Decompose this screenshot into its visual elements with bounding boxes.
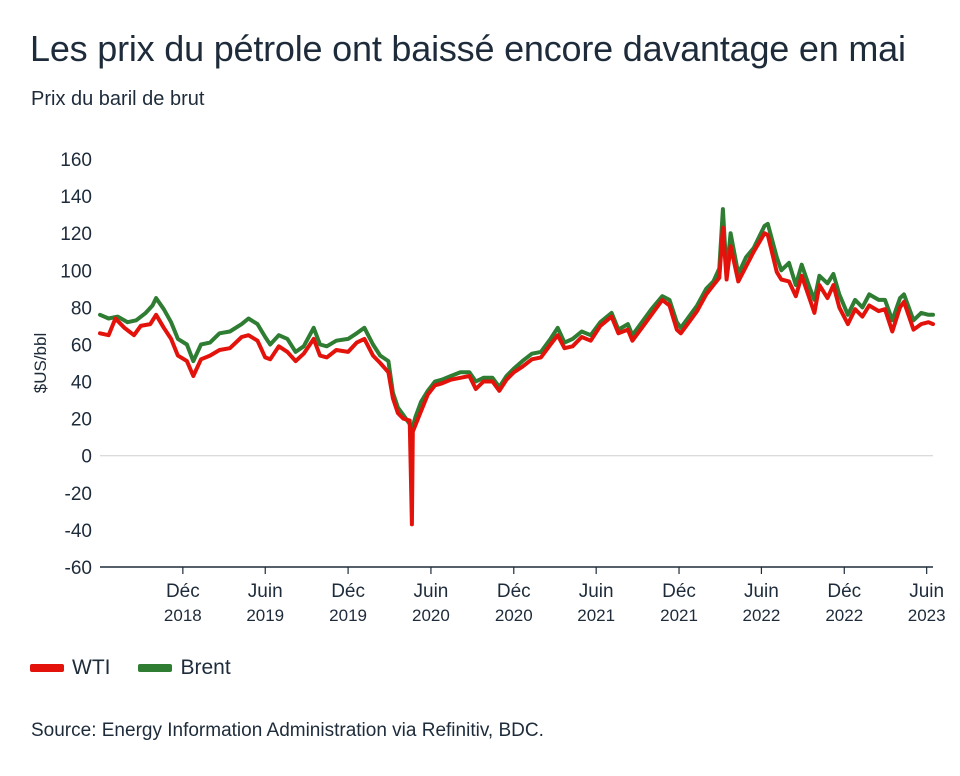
legend: WTI Brent xyxy=(30,656,259,680)
x-tick-label-year: 2023 xyxy=(908,606,946,625)
y-tick-label: 140 xyxy=(60,187,92,208)
y-axis-label: $US/bbl xyxy=(31,333,50,393)
line-chart: 160 140 120 100 80 60 40 20 0 -20 -40 -60 Déc 2018 Ju… xyxy=(31,150,946,625)
y-tick-label: 160 xyxy=(60,150,92,171)
y-tick-label: -60 xyxy=(65,558,92,579)
x-axis-ticks: Déc 2018 Juin 2019 Déc 2019 Juin 2020 Déc 2020 Jui… xyxy=(164,567,946,625)
x-tick-label-year: 2021 xyxy=(577,606,615,625)
x-tick-label-year: 2020 xyxy=(495,606,533,625)
series-line-wti xyxy=(98,225,935,527)
x-tick-label-year: 2019 xyxy=(246,606,284,625)
x-tick-label-year: 2021 xyxy=(660,606,698,625)
legend-swatch-wti xyxy=(30,664,64,672)
x-tick-label-month: Déc xyxy=(497,581,531,602)
legend-swatch-brent xyxy=(138,664,173,672)
legend-item-wti: WTI xyxy=(30,656,110,680)
x-tick-label-month: Déc xyxy=(331,581,365,602)
x-tick-label-month: Juin xyxy=(248,581,283,602)
legend-label-wti: WTI xyxy=(72,656,111,679)
y-tick-label: 80 xyxy=(71,298,92,319)
series-group xyxy=(98,207,935,527)
x-tick-label-month: Juin xyxy=(909,581,944,602)
chart-subtitle: Prix du baril de brut xyxy=(31,88,205,110)
y-tick-label: 0 xyxy=(81,447,92,468)
x-tick-label-year: 2022 xyxy=(743,606,781,625)
x-tick-label-month: Juin xyxy=(414,581,449,602)
y-tick-label: -20 xyxy=(65,484,92,505)
y-tick-label: 120 xyxy=(60,224,92,245)
legend-item-brent: Brent xyxy=(138,656,231,680)
y-tick-label: 100 xyxy=(60,261,92,282)
y-tick-label: 20 xyxy=(71,410,92,431)
y-tick-label: 60 xyxy=(71,335,92,356)
y-tick-label: -40 xyxy=(65,521,92,542)
x-tick-label-year: 2019 xyxy=(329,606,367,625)
x-tick-label-year: 2020 xyxy=(412,606,450,625)
legend-label-brent: Brent xyxy=(180,656,231,679)
x-tick-label-month: Déc xyxy=(166,581,200,602)
x-tick-label-year: 2018 xyxy=(164,606,202,625)
x-tick-label-year: 2022 xyxy=(825,606,863,625)
x-tick-label-month: Juin xyxy=(579,581,614,602)
source-note: Source: Energy Information Administratio… xyxy=(31,720,544,741)
series-line-brent xyxy=(98,207,935,430)
y-tick-label: 40 xyxy=(71,373,92,394)
x-tick-label-month: Juin xyxy=(744,581,779,602)
y-axis-ticks: 160 140 120 100 80 60 40 20 0 -20 -40 -60 xyxy=(60,150,92,579)
x-tick-label-month: Déc xyxy=(662,581,696,602)
chart-title: Les prix du pétrole ont baissé encore da… xyxy=(30,28,906,69)
x-tick-label-month: Déc xyxy=(827,581,861,602)
